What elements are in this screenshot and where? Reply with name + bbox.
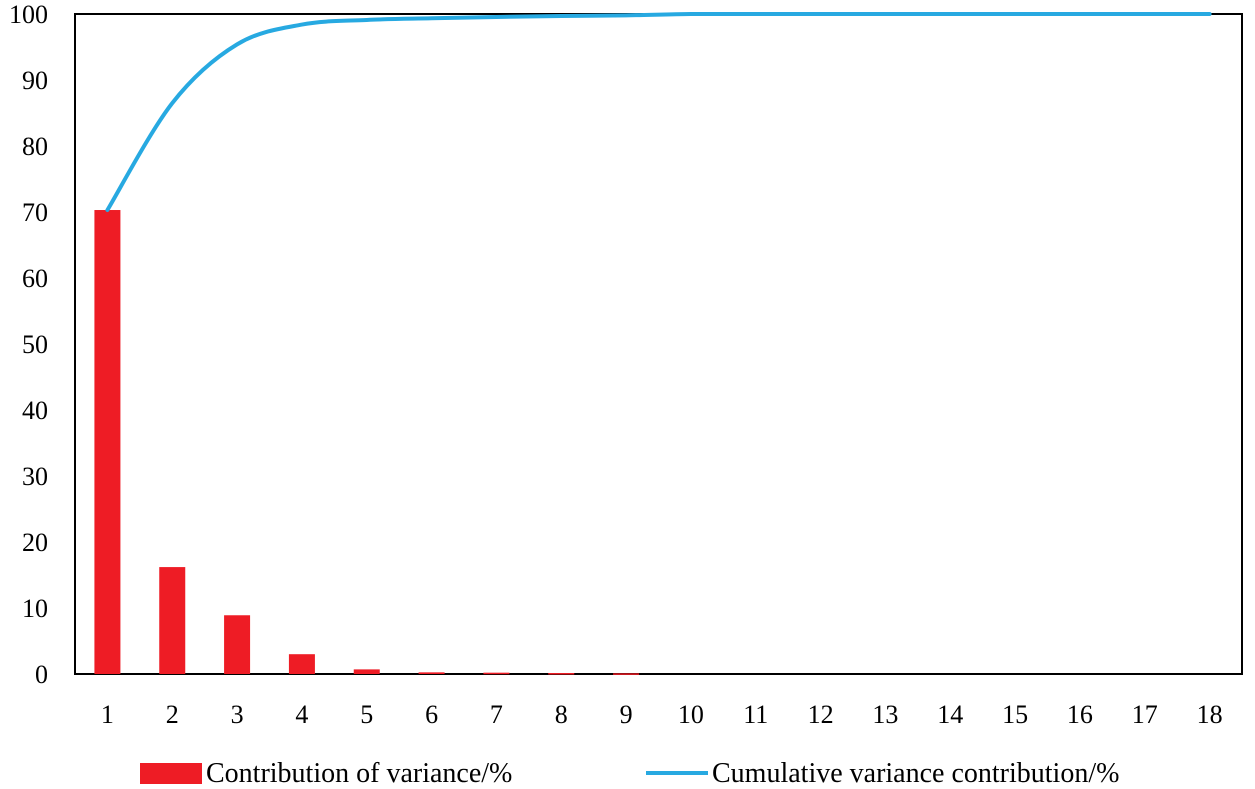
bar	[613, 673, 640, 675]
y-axis: 0 10 20 30 40 50 60 70 80 90 100	[9, 0, 48, 689]
legend: Contribution of variance/% Cumulative va…	[140, 758, 1119, 789]
x-tick-label: 2	[166, 700, 179, 729]
plot-area-frame	[74, 13, 1243, 675]
y-tick-label: 80	[22, 132, 48, 161]
bar	[94, 210, 121, 674]
bar	[548, 673, 575, 675]
y-tick-label: 20	[22, 528, 48, 557]
y-tick-label: 30	[22, 462, 48, 491]
bar	[159, 567, 186, 674]
bar	[224, 615, 251, 674]
cumulative-line	[105, 11, 1212, 213]
y-tick-label: 0	[35, 660, 48, 689]
x-tick-label: 17	[1132, 700, 1158, 729]
bar	[288, 654, 315, 674]
x-tick-label: 16	[1067, 700, 1093, 729]
y-tick-label: 70	[22, 198, 48, 227]
x-tick-label: 13	[872, 700, 898, 729]
x-tick-label: 1	[101, 700, 114, 729]
line-series	[105, 11, 1212, 213]
x-tick-label: 18	[1197, 700, 1223, 729]
x-tick-label: 9	[620, 700, 633, 729]
x-tick-label: 14	[937, 700, 963, 729]
bar	[353, 669, 380, 674]
x-tick-label: 7	[490, 700, 503, 729]
y-tick-label: 40	[22, 396, 48, 425]
y-tick-label: 60	[22, 264, 48, 293]
y-tick-label: 100	[9, 0, 48, 29]
legend-label-cumulative: Cumulative variance contribution/%	[712, 758, 1119, 784]
x-tick-label: 15	[1002, 700, 1028, 729]
legend-label-variance: Contribution of variance/%	[206, 758, 512, 784]
legend-swatch-variance	[140, 763, 202, 784]
y-tick-label: 10	[22, 594, 48, 623]
bar	[483, 672, 510, 675]
x-tick-label: 8	[555, 700, 568, 729]
y-tick-label: 90	[22, 66, 48, 95]
bar	[418, 672, 445, 674]
x-tick-label: 11	[743, 700, 768, 729]
x-axis: 1 2 3 4 5 6 7 8 9 10 11 12 13 14 15 16 17 18	[101, 700, 1223, 729]
x-tick-label: 6	[425, 700, 438, 729]
x-tick-label: 12	[808, 700, 834, 729]
x-tick-label: 10	[678, 700, 704, 729]
x-tick-label: 5	[360, 700, 373, 729]
bar-series	[94, 210, 640, 675]
x-tick-label: 3	[231, 700, 244, 729]
y-tick-label: 50	[22, 330, 48, 359]
x-tick-label: 4	[295, 700, 308, 729]
